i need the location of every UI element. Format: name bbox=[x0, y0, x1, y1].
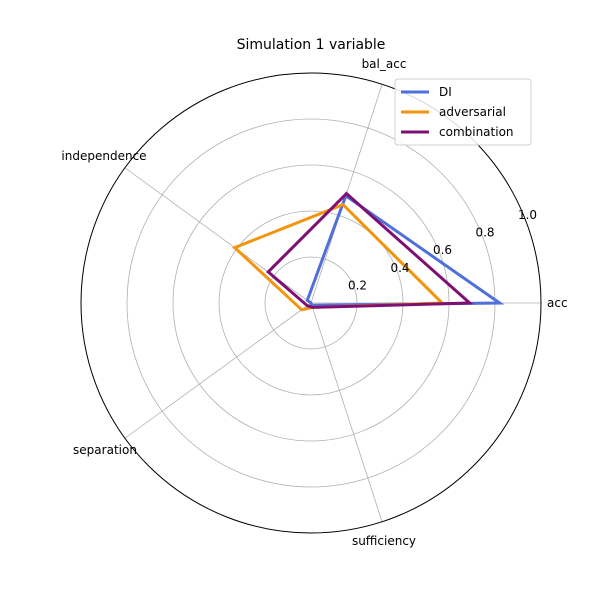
axis-labels: acc bal_acc independence separation sufficie… bbox=[61, 57, 567, 548]
tick-label-2: 0.6 bbox=[433, 243, 452, 257]
legend-label-di: DI bbox=[439, 85, 452, 99]
outer-frame-circle bbox=[80, 72, 542, 534]
tick-label-3: 0.8 bbox=[475, 226, 494, 240]
legend-label-adversarial: adversarial bbox=[439, 105, 506, 119]
series-line-combination bbox=[265, 191, 474, 309]
spoke-separation bbox=[124, 302, 312, 439]
chart-title: Simulation 1 variable bbox=[237, 37, 386, 53]
axis-label-acc: acc bbox=[547, 296, 568, 310]
series-layer bbox=[231, 191, 505, 312]
legend-box bbox=[394, 78, 532, 146]
spoke-sufficiency bbox=[310, 302, 383, 522]
tick-label-1: 0.4 bbox=[390, 261, 409, 275]
radial-tick-labels: 0.2 0.4 0.6 0.8 1.0 bbox=[348, 208, 537, 292]
legend: DI adversarial combination bbox=[394, 78, 532, 146]
tick-label-0: 0.2 bbox=[348, 278, 367, 292]
tick-label-4: 1.0 bbox=[518, 208, 537, 222]
axis-label-independence: independence bbox=[61, 149, 146, 163]
axis-label-sufficiency: sufficiency bbox=[352, 534, 416, 548]
spoke-independence bbox=[124, 167, 312, 304]
legend-label-combination: combination bbox=[439, 125, 514, 139]
series-line-di bbox=[305, 193, 505, 307]
radar-spokes bbox=[124, 84, 541, 522]
axis-label-bal_acc: bal_acc bbox=[362, 57, 407, 71]
axis-label-separation: separation bbox=[73, 443, 137, 457]
